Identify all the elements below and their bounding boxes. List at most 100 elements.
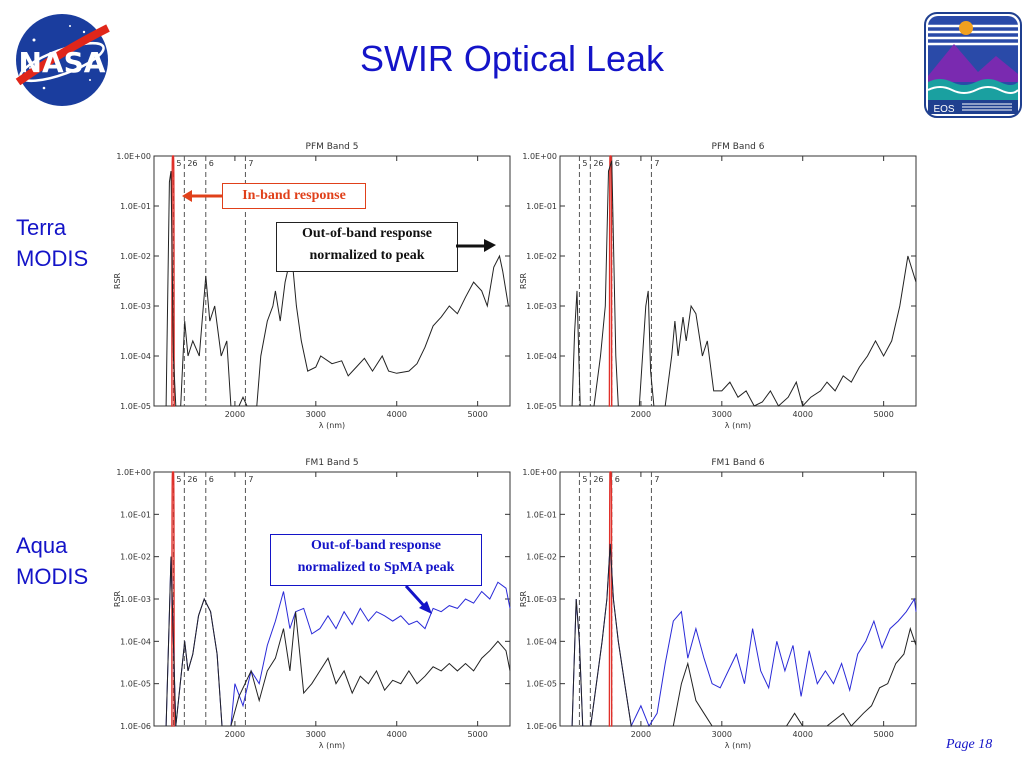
chart-pfm-band5: PFM Band 5 1.0E+00 1.0E-01 1.0E-02 1.0E-03 1.… xyxy=(113,142,511,430)
y-tick-label: 1.0E-02 xyxy=(120,252,151,261)
chart-panel-fm1-band6: FM1 Band 6 1.0E+00 1.0E-01 1.0E-02 1.0E-03 1.… xyxy=(516,452,922,756)
band-marker-label: 5 xyxy=(582,475,587,484)
y-tick-label: 1.0E-05 xyxy=(526,402,557,411)
eos-logo: EOS xyxy=(924,12,1022,118)
y-tick-label: 1.0E-03 xyxy=(526,302,557,311)
x-tick-label: 4000 xyxy=(387,410,407,419)
x-tick-label: 4000 xyxy=(793,730,813,739)
y-tick-label: 1.0E-01 xyxy=(120,202,151,211)
chart-pfm-band6: PFM Band 6 1.0E+00 1.0E-01 1.0E-02 1.0E-03 1.… xyxy=(519,142,917,430)
x-tick-label: 2000 xyxy=(225,410,245,419)
chart-title: FM1 Band 5 xyxy=(305,458,358,468)
inband-response-curve xyxy=(608,155,613,407)
y-tick-label: 1.0E-05 xyxy=(526,680,557,689)
eos-logo-text: EOS xyxy=(933,104,954,115)
y-tick-label: 1.0E+00 xyxy=(116,152,151,161)
band-marker-label: 7 xyxy=(248,475,253,484)
series-line-black xyxy=(571,160,917,408)
series-line-black xyxy=(571,543,917,727)
band-marker-label: 5 xyxy=(176,475,181,484)
inband-arrow xyxy=(182,190,222,202)
plot-frame xyxy=(559,155,917,407)
y-tick-label: 1.0E+00 xyxy=(116,468,151,477)
x-tick-label: 4000 xyxy=(387,730,407,739)
y-tick-label: 1.0E-05 xyxy=(120,402,151,411)
band-marker-label: 26 xyxy=(187,475,197,484)
outband-terra-line2: normalized to peak xyxy=(309,248,425,263)
band-marker-label: 26 xyxy=(593,159,603,168)
outband-terra-line1: Out-of-band response xyxy=(301,226,433,241)
chart-panel-pfm-band6: PFM Band 6 1.0E+00 1.0E-01 1.0E-02 1.0E-03 1.… xyxy=(516,136,922,436)
band-marker-label: 26 xyxy=(187,159,197,168)
band-marker-label: 7 xyxy=(248,159,253,168)
band-marker-label: 7 xyxy=(654,475,659,484)
y-tick-label: 1.0E+00 xyxy=(522,152,557,161)
outband-aqua-arrow xyxy=(404,584,432,614)
row-label-terra-line1: Terra xyxy=(16,215,67,240)
x-axis-label: λ (nm) xyxy=(725,741,751,750)
chart-title: PFM Band 6 xyxy=(712,142,765,152)
y-tick-label: 1.0E-06 xyxy=(526,722,557,731)
outband-aqua-line2: normalized to SpMA peak xyxy=(297,560,455,575)
chart-fm1-band6: FM1 Band 6 1.0E+00 1.0E-01 1.0E-02 1.0E-03 1.… xyxy=(519,458,917,750)
row-label-aqua-line2: MODIS xyxy=(16,564,89,589)
y-tick-label: 1.0E-02 xyxy=(526,252,557,261)
row-label-aqua: Aqua MODIS xyxy=(16,530,88,592)
y-tick-label: 1.0E-04 xyxy=(526,637,557,646)
series-line-black xyxy=(165,171,509,407)
x-tick-label: 5000 xyxy=(467,730,487,739)
x-axis-label: λ (nm) xyxy=(319,421,345,430)
x-axis-label: λ (nm) xyxy=(319,741,345,750)
inband-annotation: In-band response xyxy=(222,183,366,209)
y-tick-label: 1.0E-01 xyxy=(526,510,557,519)
series-line-blue xyxy=(571,543,917,728)
x-tick-label: 5000 xyxy=(873,410,893,419)
band-marker-label: 6 xyxy=(615,475,620,484)
x-tick-label: 5000 xyxy=(873,730,893,739)
plot-frame xyxy=(153,155,511,407)
y-axis-label: RSR xyxy=(113,272,122,289)
row-label-aqua-line1: Aqua xyxy=(16,533,68,558)
x-tick-label: 3000 xyxy=(306,410,326,419)
chart-fm1-band5: FM1 Band 5 1.0E+00 1.0E-01 1.0E-02 1.0E-03 1.… xyxy=(113,458,511,750)
band-marker-label: 6 xyxy=(209,475,214,484)
page-title: SWIR Optical Leak xyxy=(359,38,665,79)
chart-title: PFM Band 5 xyxy=(306,142,359,152)
band-marker-label: 5 xyxy=(176,159,181,168)
y-tick-label: 1.0E-01 xyxy=(526,202,557,211)
outband-terra-arrow xyxy=(456,239,496,252)
y-tick-label: 1.0E-04 xyxy=(120,352,151,361)
inband-response-curve xyxy=(171,155,175,407)
band-marker-label: 6 xyxy=(209,159,214,168)
x-tick-label: 2000 xyxy=(631,410,651,419)
page-number: Page 18 xyxy=(946,737,993,752)
chart-title: FM1 Band 6 xyxy=(711,458,764,468)
plot-frame xyxy=(153,471,511,727)
x-tick-label: 4000 xyxy=(793,410,813,419)
row-label-terra-line2: MODIS xyxy=(16,246,89,271)
x-tick-label: 2000 xyxy=(225,730,245,739)
y-tick-label: 1.0E-04 xyxy=(526,352,557,361)
y-tick-label: 1.0E-05 xyxy=(120,680,151,689)
y-tick-label: 1.0E+00 xyxy=(522,468,557,477)
row-label-terra: Terra MODIS xyxy=(16,212,88,274)
y-axis-label: RSR xyxy=(519,590,528,607)
band-marker-label: 26 xyxy=(593,475,603,484)
y-tick-label: 1.0E-03 xyxy=(526,595,557,604)
y-tick-label: 1.0E-02 xyxy=(526,553,557,562)
chart-panel-pfm-band5: PFM Band 5 1.0E+00 1.0E-01 1.0E-02 1.0E-03 1.… xyxy=(110,136,516,436)
y-axis-label: RSR xyxy=(113,590,122,607)
series-line-black xyxy=(165,556,511,727)
y-tick-label: 1.0E-03 xyxy=(120,302,151,311)
x-axis-label: λ (nm) xyxy=(725,421,751,430)
y-tick-label: 1.0E-02 xyxy=(120,553,151,562)
x-tick-label: 5000 xyxy=(467,410,487,419)
y-tick-label: 1.0E-03 xyxy=(120,595,151,604)
outband-aqua-annotation: Out-of-band response normalized to SpMA … xyxy=(270,534,482,586)
outband-aqua-line1: Out-of-band response xyxy=(310,538,442,553)
x-tick-label: 2000 xyxy=(631,730,651,739)
x-tick-label: 3000 xyxy=(306,730,326,739)
x-tick-label: 3000 xyxy=(712,730,732,739)
y-tick-label: 1.0E-06 xyxy=(120,722,151,731)
nasa-logo: NASA xyxy=(4,10,116,110)
